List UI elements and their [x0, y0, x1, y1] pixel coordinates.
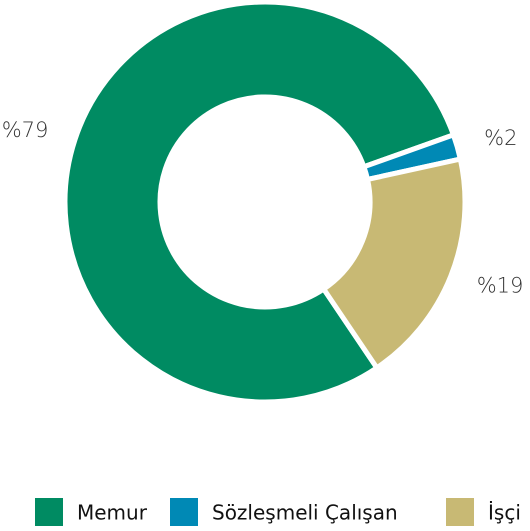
value-label: %2: [484, 126, 517, 150]
value-label: %19: [477, 274, 524, 298]
legend-swatch: [35, 498, 63, 526]
donut-segment: [320, 156, 468, 372]
value-label: %79: [2, 118, 49, 142]
legend-label: Sözleşmeli Çalışan: [212, 501, 398, 525]
legend-label: Memur: [77, 501, 148, 525]
donut-segment: [62, 0, 457, 405]
legend-swatch: [170, 498, 198, 526]
legend-label: İşçi: [488, 501, 521, 525]
legend-swatch: [446, 498, 474, 526]
